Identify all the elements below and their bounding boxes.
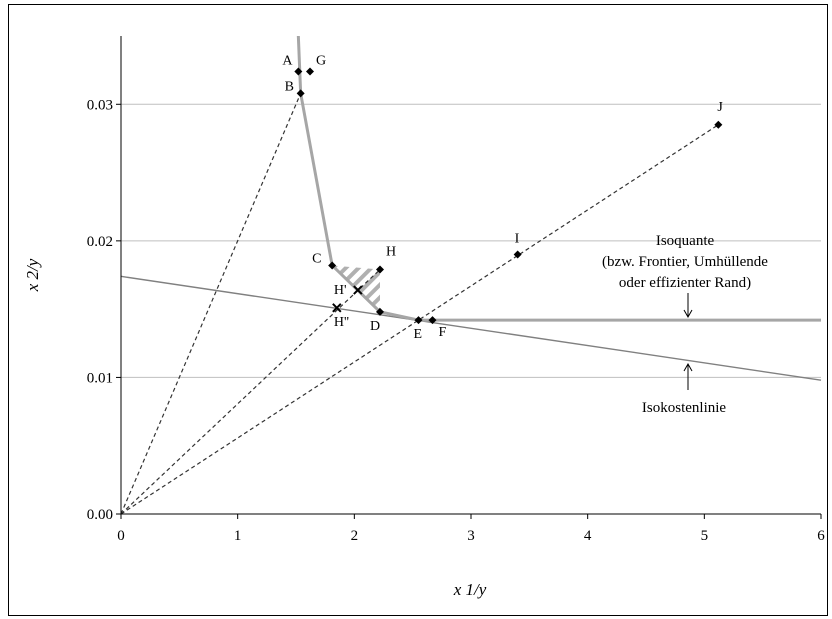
y-tick-label-3: 0.03 xyxy=(87,97,113,113)
point-marker-6 xyxy=(376,265,384,274)
isocost-arrow-head xyxy=(683,362,693,372)
x-tick-label-5: 5 xyxy=(701,528,709,544)
point-label-3: J xyxy=(717,100,723,115)
x-tick-label-1: 1 xyxy=(234,528,242,544)
point-marker-9 xyxy=(376,307,384,316)
ray-line-0 xyxy=(120,93,302,515)
point-label-4: I xyxy=(515,232,520,247)
point-marker-7 xyxy=(353,285,363,295)
point-marker-0 xyxy=(294,67,303,76)
y-tick-label-0: 0.00 xyxy=(87,507,113,523)
point-label-10: E xyxy=(414,327,423,342)
point-label-2: B xyxy=(285,79,294,94)
point-label-11: F xyxy=(439,325,447,340)
point-marker-2 xyxy=(296,89,305,98)
annotations: x 1/y x 2/y Isoquante (bzw. Frontier, Um… xyxy=(23,233,768,599)
ray-lines xyxy=(120,93,719,515)
point-marker-8 xyxy=(332,303,342,313)
point-label-7: H' xyxy=(334,283,347,298)
point-label-1: G xyxy=(316,54,326,69)
point-label-8: H'' xyxy=(334,315,349,330)
isocost-annotation: Isokostenlinie xyxy=(642,400,726,416)
point-label-5: C xyxy=(312,251,321,266)
ray-line-1 xyxy=(120,269,381,515)
point-label-6: H xyxy=(386,245,396,260)
x-tick-label-4: 4 xyxy=(584,528,592,544)
point-label-9: D xyxy=(370,319,380,334)
point-marker-10 xyxy=(414,316,423,325)
isocost-line xyxy=(120,275,822,381)
data-points: A G B J I C H H' H'' D E F xyxy=(282,54,723,390)
point-marker-11 xyxy=(428,316,437,325)
x-axis-title: x 1/y xyxy=(453,580,487,599)
point-marker-3 xyxy=(714,120,723,129)
y-axis-title: x 2/y xyxy=(23,258,42,292)
isoquant-arrow-head xyxy=(683,309,693,319)
x-tick-label-0: 0 xyxy=(117,528,125,544)
isoquant-annotation-line-3: oder effizienter Rand) xyxy=(619,275,751,291)
point-marker-5 xyxy=(328,261,337,270)
x-tick-label-6: 6 xyxy=(817,528,825,544)
axes: 0 1 2 3 4 5 6 0.00 0.01 0.02 0.03 xyxy=(87,36,825,544)
point-marker-1 xyxy=(306,67,314,76)
point-label-0: A xyxy=(282,54,293,69)
grid-lines xyxy=(121,103,821,378)
y-tick-label-1: 0.01 xyxy=(87,370,113,386)
frontier-lines xyxy=(120,35,822,381)
x-tick-label-2: 2 xyxy=(351,528,359,544)
x-tick-label-3: 3 xyxy=(467,528,475,544)
y-tick-label-2: 0.02 xyxy=(87,234,113,250)
isoquant-annotation-line-2: (bzw. Frontier, Umhüllende xyxy=(602,254,768,270)
isoquant-annotation-line-1: Isoquante xyxy=(656,233,715,249)
point-marker-4 xyxy=(513,250,522,259)
